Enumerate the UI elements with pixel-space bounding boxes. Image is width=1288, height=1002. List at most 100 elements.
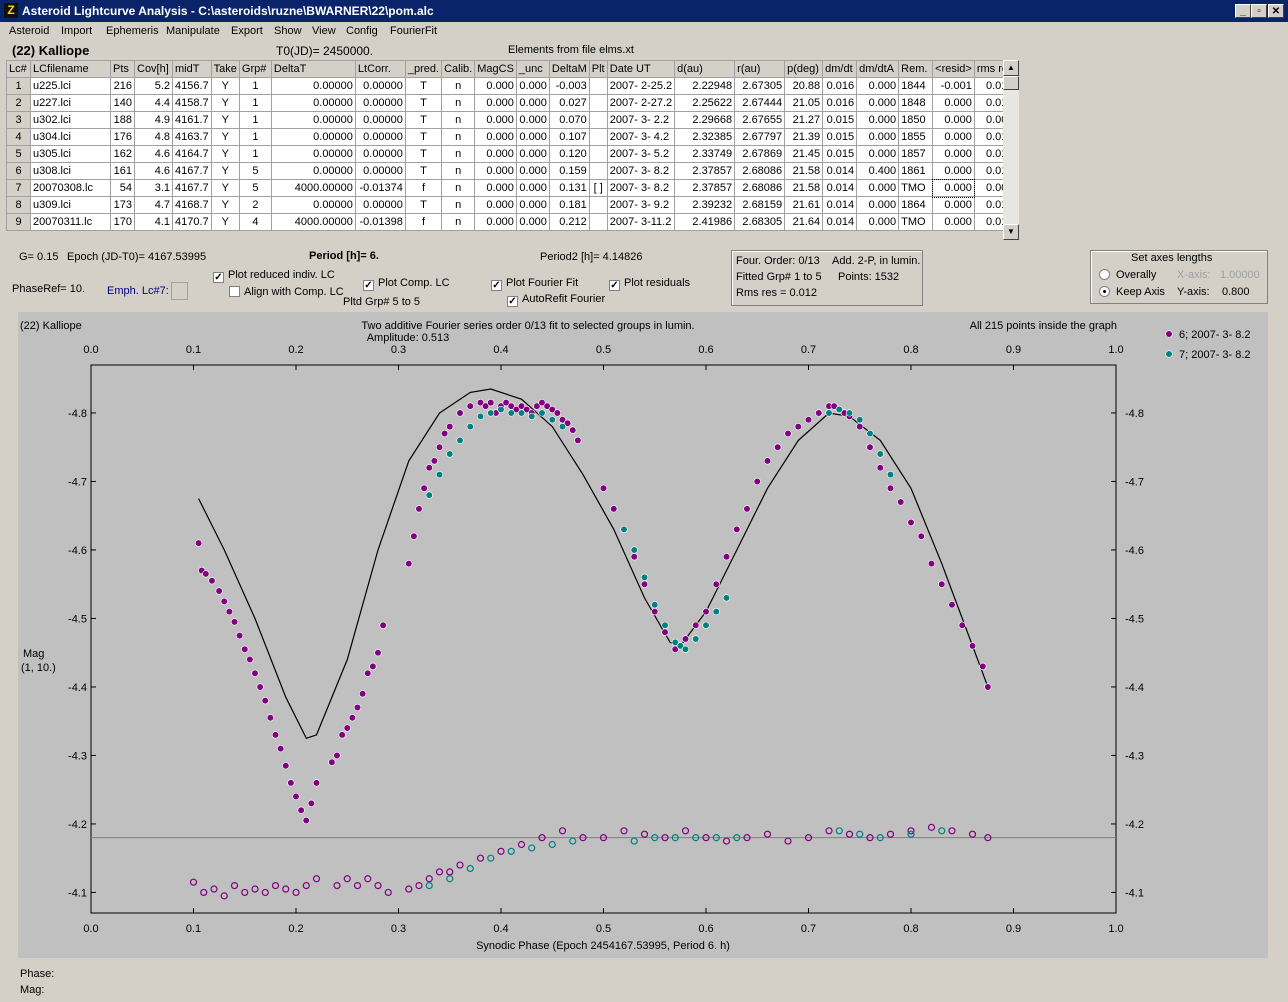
table-cell[interactable]: 4164.7	[172, 145, 212, 163]
table-cell[interactable]	[588, 128, 608, 146]
table-cell[interactable]: 1861	[898, 162, 934, 180]
table-cell[interactable]: 0.015	[822, 145, 858, 163]
table-cell[interactable]: 4.6	[134, 162, 173, 180]
y-axis-input[interactable]: 0.800	[1222, 286, 1250, 298]
table-cell[interactable]: 4161.7	[172, 111, 212, 129]
table-cell[interactable]: 2	[238, 196, 272, 214]
table-cell[interactable]: 0.00000	[354, 77, 406, 95]
table-cell[interactable]: 21.58	[784, 179, 824, 197]
table-cell[interactable]: n	[441, 179, 476, 197]
table-cell[interactable]: -0.003	[548, 77, 590, 95]
menu-ephemeris[interactable]: Ephemeris	[106, 25, 159, 37]
table-cell[interactable]: 2007- 3- 5.2	[606, 145, 676, 163]
table-cell[interactable]: 176	[110, 128, 135, 146]
table-cell[interactable]: 4.8	[134, 128, 173, 146]
table-cell[interactable]	[588, 94, 608, 112]
table-cell[interactable]: n	[441, 145, 476, 163]
row-header-cell[interactable]: 1	[6, 77, 31, 95]
table-cell[interactable]: 2.22948	[674, 77, 736, 95]
table-cell[interactable]: n	[441, 128, 476, 146]
table-cell[interactable]: 20070311.lc	[30, 213, 111, 231]
column-header[interactable]: Pts	[110, 60, 135, 78]
table-cell[interactable]: 0.000	[515, 145, 550, 163]
column-header[interactable]: MagCS	[474, 60, 517, 78]
scroll-thumb[interactable]	[1003, 76, 1019, 90]
table-row[interactable]: 9 20070311.lc 170 4.1 4170.7 Y 4 4000.00000 -0.0…	[6, 213, 1017, 231]
table-cell[interactable]: Y	[210, 77, 240, 95]
column-header[interactable]: Calib.	[441, 60, 476, 78]
column-header[interactable]: <resid>	[932, 60, 975, 78]
epoch-value[interactable]: Epoch (JD-T0)= 4167.53995	[67, 251, 207, 263]
table-cell[interactable]: 170	[110, 213, 135, 231]
table-cell[interactable]: 2007- 3- 8.2	[606, 162, 676, 180]
autorefit-checkbox[interactable]: ✓ AutoRefit Fourier	[507, 293, 605, 307]
table-cell[interactable]: 2.39232	[674, 196, 736, 214]
table-cell[interactable]: 5.2	[134, 77, 173, 95]
table-cell[interactable]: 21.58	[784, 162, 824, 180]
table-cell[interactable]: 2007- 2-25.2	[606, 77, 676, 95]
table-cell[interactable]: 0.000	[932, 94, 975, 112]
table-cell[interactable]: 2.37857	[674, 179, 736, 197]
row-header-cell[interactable]: 5	[6, 145, 31, 163]
table-cell[interactable]: -0.01398	[354, 213, 406, 231]
column-header[interactable]: LtCorr.	[354, 60, 406, 78]
table-cell[interactable]: 21.05	[784, 94, 824, 112]
table-cell[interactable]: 140	[110, 94, 135, 112]
table-cell[interactable]: 2.68086	[734, 162, 786, 180]
table-cell[interactable]: f	[404, 179, 443, 197]
table-cell[interactable]: 4.9	[134, 111, 173, 129]
table-cell[interactable]: 0.00000	[354, 111, 406, 129]
table-cell[interactable]: 0.131	[548, 179, 590, 197]
table-cell[interactable]: 0.00000	[270, 128, 356, 146]
table-cell[interactable]: 0.000	[474, 94, 517, 112]
table-cell[interactable]: 2007- 3- 4.2	[606, 128, 676, 146]
table-cell[interactable]: 0.00000	[354, 196, 406, 214]
table-cell[interactable]: -0.01374	[354, 179, 406, 197]
table-cell[interactable]: 0.027	[548, 94, 590, 112]
column-header[interactable]: p(deg)	[784, 60, 824, 78]
table-cell[interactable]: 2.29668	[674, 111, 736, 129]
overally-radio[interactable]: Overally	[1099, 269, 1156, 281]
table-cell[interactable]: 0.000	[474, 77, 517, 95]
column-header[interactable]: Date UT	[606, 60, 676, 78]
table-cell[interactable]: 1844	[898, 77, 934, 95]
menu-import[interactable]: Import	[61, 25, 93, 37]
table-cell[interactable]: 0.00000	[354, 162, 406, 180]
table-cell[interactable]: 0.000	[856, 145, 900, 163]
table-cell[interactable]: 4167.7	[172, 162, 212, 180]
table-row[interactable]: 7 20070308.lc 54 3.1 4167.7 Y 5 4000.00000 -0.01…	[6, 178, 1017, 198]
table-cell[interactable]: 4.7	[134, 196, 173, 214]
table-cell[interactable]: T	[404, 77, 443, 95]
table-cell[interactable]: u305.lci	[30, 145, 111, 163]
table-cell[interactable]: 0.000	[515, 213, 550, 231]
period-value[interactable]: Period [h]= 6.	[309, 250, 379, 262]
restore-button[interactable]: ▫	[1251, 4, 1267, 18]
table-cell[interactable]: 2007- 3- 8.2	[606, 179, 676, 197]
row-header-cell[interactable]: 3	[6, 111, 31, 129]
table-cell[interactable]: 4163.7	[172, 128, 212, 146]
table-cell[interactable]: 2007- 3-11.2	[606, 213, 676, 231]
table-cell[interactable]: 20070308.lc	[30, 179, 111, 197]
table-cell[interactable]: Y	[210, 111, 240, 129]
table-cell[interactable]: 0.00000	[354, 128, 406, 146]
table-cell[interactable]: 21.27	[784, 111, 824, 129]
table-cell[interactable]: T	[404, 145, 443, 163]
table-cell[interactable]: 0.000	[474, 162, 517, 180]
table-cell[interactable]: u308.lci	[30, 162, 111, 180]
plot-residuals-checkbox[interactable]: ✓ Plot residuals	[609, 277, 690, 291]
table-cell[interactable]: 1	[238, 94, 272, 112]
table-cell[interactable]: n	[441, 77, 476, 95]
table-cell[interactable]: 5	[238, 179, 272, 197]
table-cell[interactable]: 2.67869	[734, 145, 786, 163]
table-cell[interactable]: 0.000	[932, 128, 975, 146]
table-cell[interactable]: u225.lci	[30, 77, 111, 95]
table-cell[interactable]: 0.000	[932, 162, 975, 180]
table-cell[interactable]: T	[404, 111, 443, 129]
table-cell[interactable]: TMO	[898, 179, 934, 197]
table-cell[interactable]: 4000.00000	[270, 179, 356, 197]
table-cell[interactable]: 2.67444	[734, 94, 786, 112]
table-cell[interactable]: 4158.7	[172, 94, 212, 112]
